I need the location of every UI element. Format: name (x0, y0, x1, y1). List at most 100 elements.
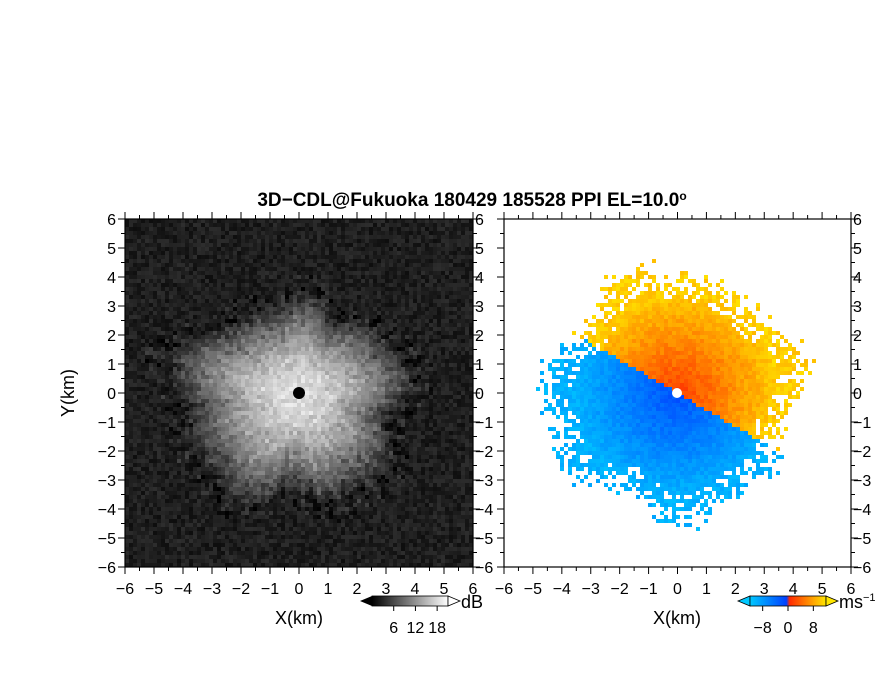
snr-cell (281, 531, 285, 535)
snr-cell (217, 335, 221, 339)
snr-cell (217, 407, 221, 411)
snr-cell (289, 307, 293, 311)
snr-cell (257, 503, 261, 507)
snr-cell (253, 431, 257, 435)
snr-cell (341, 275, 345, 279)
snr-cell (181, 483, 185, 487)
snr-cell (161, 499, 165, 503)
snr-cell (201, 507, 205, 511)
snr-cell (133, 487, 137, 491)
snr-cell (293, 519, 297, 523)
snr-cell (193, 499, 197, 503)
snr-cell (141, 419, 145, 423)
snr-cell (217, 403, 221, 407)
snr-cell (309, 231, 313, 235)
snr-cell (125, 475, 129, 479)
snr-cell (253, 391, 257, 395)
snr-cell (233, 559, 237, 563)
snr-cell (337, 495, 341, 499)
snr-cell (181, 391, 185, 395)
snr-cell (137, 487, 141, 491)
snr-cell (145, 507, 149, 511)
snr-cell (189, 463, 193, 467)
snr-cell (237, 327, 241, 331)
snr-cell (253, 311, 257, 315)
snr-cell (133, 443, 137, 447)
snr-cell (173, 447, 177, 451)
snr-cell (333, 391, 337, 395)
snr-cell (165, 467, 169, 471)
snr-cell (333, 259, 337, 263)
snr-cell (249, 379, 253, 383)
snr-cell (125, 275, 129, 279)
snr-cell (281, 283, 285, 287)
snr-cell (177, 243, 181, 247)
snr-cell (333, 323, 337, 327)
snr-cell (125, 439, 129, 443)
snr-cell (293, 483, 297, 487)
snr-cell (141, 467, 145, 471)
snr-cell (241, 543, 245, 547)
snr-cell (189, 259, 193, 263)
snr-cell (165, 343, 169, 347)
snr-cell (233, 487, 237, 491)
snr-cell (333, 547, 337, 551)
snr-cell (317, 563, 321, 567)
snr-cell (349, 379, 353, 383)
snr-cell (241, 551, 245, 555)
snr-cell (305, 399, 309, 403)
snr-cell (225, 399, 229, 403)
snr-cell (233, 331, 237, 335)
snr-cell (341, 499, 345, 503)
snr-cell (245, 255, 249, 259)
snr-cell (289, 471, 293, 475)
snr-cell (217, 491, 221, 495)
snr-cell (265, 559, 269, 563)
snr-cell (149, 519, 153, 523)
snr-cell (165, 555, 169, 559)
snr-cell (205, 339, 209, 343)
snr-cell (197, 263, 201, 267)
snr-cell (261, 471, 265, 475)
snr-cell (173, 507, 177, 511)
snr-cell (217, 483, 221, 487)
snr-cell (277, 371, 281, 375)
snr-cell (205, 379, 209, 383)
snr-cell (233, 271, 237, 275)
snr-cell (193, 439, 197, 443)
snr-cell (309, 259, 313, 263)
snr-cell (189, 415, 193, 419)
snr-cell (257, 423, 261, 427)
snr-cell (253, 319, 257, 323)
snr-cell (157, 351, 161, 355)
snr-cell (229, 555, 233, 559)
snr-cell (325, 351, 329, 355)
snr-cell (349, 339, 353, 343)
snr-cell (209, 291, 213, 295)
snr-cell (341, 351, 345, 355)
snr-cell (165, 251, 169, 255)
snr-cell (265, 551, 269, 555)
snr-cell (317, 283, 321, 287)
snr-cell (201, 479, 205, 483)
snr-cell (273, 247, 277, 251)
snr-cell (325, 531, 329, 535)
snr-cell (233, 519, 237, 523)
snr-cell (177, 375, 181, 379)
snr-cell (181, 539, 185, 543)
snr-cell (289, 543, 293, 547)
snr-cell (325, 459, 329, 463)
snr-cell (149, 499, 153, 503)
snr-cell (309, 223, 313, 227)
snr-cell (177, 491, 181, 495)
snr-cell (241, 531, 245, 535)
snr-cell (181, 275, 185, 279)
snr-cell (241, 343, 245, 347)
snr-cell (277, 547, 281, 551)
snr-cell (253, 411, 257, 415)
snr-cell (257, 419, 261, 423)
snr-cell (145, 403, 149, 407)
snr-cell (177, 307, 181, 311)
snr-cell (321, 255, 325, 259)
snr-cell (193, 311, 197, 315)
